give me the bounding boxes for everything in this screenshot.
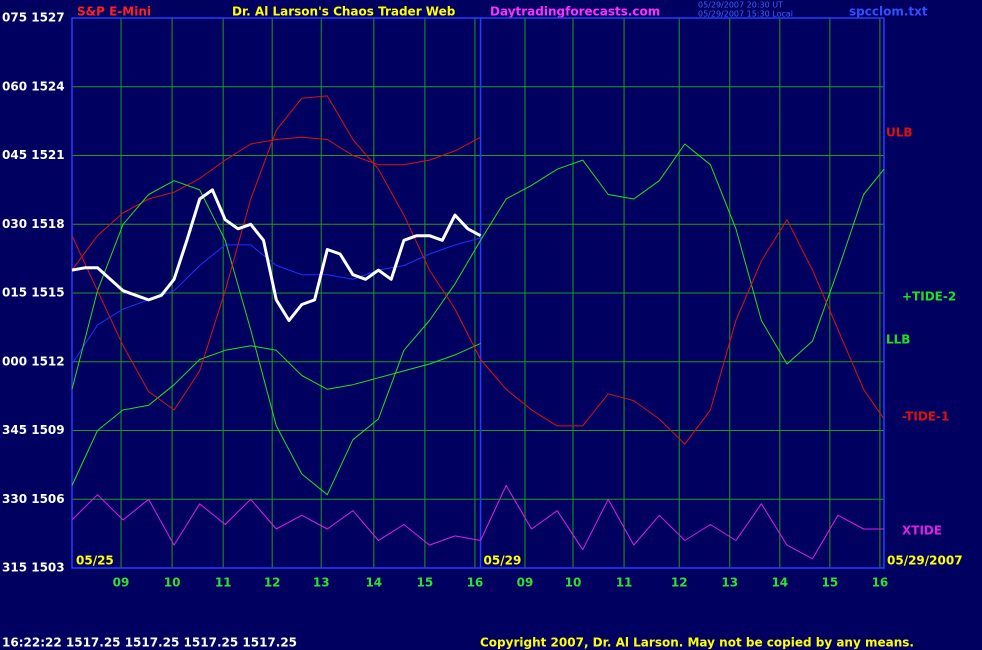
x-tick-label: 13 — [313, 576, 330, 590]
x-tick-label: 16 — [467, 576, 484, 590]
stamp-ut: 05/29/2007 20:30 UT — [698, 1, 783, 10]
stamp-local: 05/29/2007 15:30 Local — [698, 10, 793, 19]
series-line — [71, 143, 885, 496]
date-label: 05/29 — [484, 554, 522, 568]
y-tick-label: 315 1503 — [2, 561, 65, 575]
price-line — [71, 188, 482, 322]
y-tick-label: 330 1506 — [2, 492, 65, 506]
plot-frame — [71, 17, 885, 569]
y-tick-label: 345 1509 — [2, 423, 65, 437]
legend-label: XTIDE — [902, 524, 942, 538]
x-tick-label: 09 — [113, 576, 130, 590]
legend-label: -TIDE-1 — [902, 410, 949, 424]
date-label: 05/29/2007 — [887, 554, 963, 568]
y-tick-label: 060 1524 — [2, 79, 65, 93]
footer-quote: 16:22:22 1517.25 1517.25 1517.25 1517.25 — [2, 636, 297, 650]
series-line — [71, 95, 885, 445]
x-tick-label: 12 — [264, 576, 281, 590]
x-tick-label: 14 — [771, 576, 788, 590]
x-tick-label: 16 — [872, 576, 889, 590]
x-tick-label: 11 — [616, 576, 633, 590]
moving-average — [71, 237, 481, 365]
x-tick-label: 13 — [721, 576, 738, 590]
x-tick-label: 14 — [365, 576, 382, 590]
y-tick-label: 075 1527 — [2, 11, 65, 25]
y-tick-label: 000 1512 — [2, 354, 65, 368]
header-file: spcclom.txt — [849, 5, 928, 19]
header-site: Daytradingforecasts.com — [490, 5, 660, 19]
series-line — [71, 342, 481, 486]
x-tick-label: 10 — [164, 576, 181, 590]
x-tick-label: 15 — [822, 576, 839, 590]
series-line — [71, 136, 481, 271]
series-line — [71, 485, 884, 560]
x-tick-label: 09 — [517, 576, 534, 590]
header-left: S&P E-Mini — [77, 5, 151, 19]
y-tick-label: 030 1518 — [2, 217, 65, 231]
legend-label: ULB — [886, 126, 913, 140]
header-title: Dr. Al Larson's Chaos Trader Web — [232, 5, 456, 19]
y-tick-label: 045 1521 — [2, 148, 65, 162]
x-tick-label: 11 — [215, 576, 232, 590]
x-tick-label: 15 — [417, 576, 434, 590]
footer-copyright: Copyright 2007, Dr. Al Larson. May not b… — [480, 636, 914, 650]
x-tick-label: 10 — [565, 576, 582, 590]
date-label: 05/25 — [76, 554, 114, 568]
y-tick-label: 015 1515 — [2, 286, 65, 300]
legend-label: LLB — [886, 333, 910, 347]
x-tick-label: 12 — [671, 576, 688, 590]
legend-label: +TIDE-2 — [902, 290, 956, 304]
